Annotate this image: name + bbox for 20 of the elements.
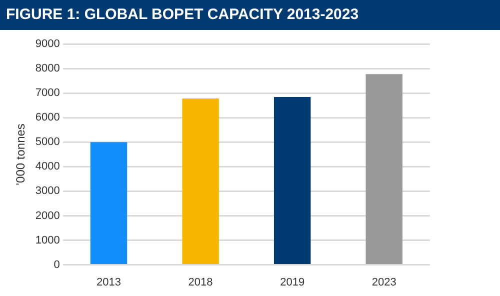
y-tick-label: 8000 xyxy=(35,62,60,75)
y-tick-label: 4000 xyxy=(35,160,60,173)
bar xyxy=(90,142,128,264)
bar xyxy=(366,74,402,264)
y-axis-title: '000 tonnes xyxy=(14,124,28,186)
x-tick-label: 2013 xyxy=(96,276,122,288)
y-tick-label: 6000 xyxy=(35,112,60,124)
y-tick-label: 2000 xyxy=(35,210,60,222)
y-tick-label: 1000 xyxy=(35,234,60,246)
x-tick-label: 2018 xyxy=(188,276,213,288)
y-tick-label: 7000 xyxy=(35,87,60,100)
y-tick-label: 3000 xyxy=(35,185,60,198)
bar xyxy=(182,98,219,264)
x-tick-label: 2019 xyxy=(280,276,305,288)
y-tick-label: 9000 xyxy=(35,38,60,50)
bar xyxy=(274,96,311,264)
y-tick-label: 0 xyxy=(54,258,60,271)
x-tick-label: 2023 xyxy=(372,276,396,288)
y-tick-label: 5000 xyxy=(35,136,60,148)
chart-title: FIGURE 1: GLOBAL BOPET CAPACITY 2013-2023 xyxy=(0,0,500,30)
